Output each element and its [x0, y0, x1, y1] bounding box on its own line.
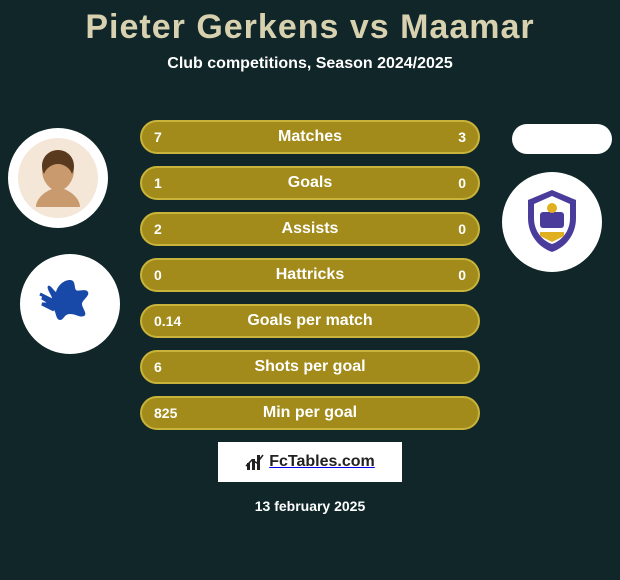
stat-row-goals: 1 Goals 0 [140, 166, 480, 200]
footer-date: 13 february 2025 [0, 498, 620, 514]
stat-row-assists: 2 Assists 0 [140, 212, 480, 246]
comparison-card: Pieter Gerkens vs Maamar Club competitio… [0, 0, 620, 580]
stat-row-hattricks: 0 Hattricks 0 [140, 258, 480, 292]
brand-text: FcTables.com [269, 453, 375, 471]
stat-right-value: 3 [426, 129, 466, 145]
stat-right-value: 0 [426, 267, 466, 283]
stat-left-value: 0.14 [154, 313, 194, 329]
stat-row-matches: 7 Matches 3 [140, 120, 480, 154]
club-crest-left [20, 254, 120, 354]
club-pill-right [512, 124, 612, 154]
stat-left-value: 7 [154, 129, 194, 145]
page-title: Pieter Gerkens vs Maamar [0, 0, 620, 47]
stat-left-value: 1 [154, 175, 194, 191]
anderlecht-crest-icon [512, 182, 592, 262]
chief-head-icon [30, 264, 110, 344]
stat-right-value: 0 [426, 175, 466, 191]
stat-left-value: 0 [154, 267, 194, 283]
brand-link[interactable]: FcTables.com [218, 442, 402, 482]
stat-row-min-per-goal: 825 Min per goal [140, 396, 480, 430]
stat-right-value: 0 [426, 221, 466, 237]
player-avatar-left [8, 128, 108, 228]
page-subtitle: Club competitions, Season 2024/2025 [0, 55, 620, 73]
stat-left-value: 2 [154, 221, 194, 237]
stats-panel: 7 Matches 3 1 Goals 0 2 Assists 0 0 Hatt… [140, 120, 480, 442]
stat-left-value: 6 [154, 359, 194, 375]
stat-row-goals-per-match: 0.14 Goals per match [140, 304, 480, 338]
stat-row-shots-per-goal: 6 Shots per goal [140, 350, 480, 384]
person-icon [18, 138, 98, 218]
club-crest-right [502, 172, 602, 272]
stat-left-value: 825 [154, 405, 194, 421]
bar-chart-icon [245, 452, 265, 472]
